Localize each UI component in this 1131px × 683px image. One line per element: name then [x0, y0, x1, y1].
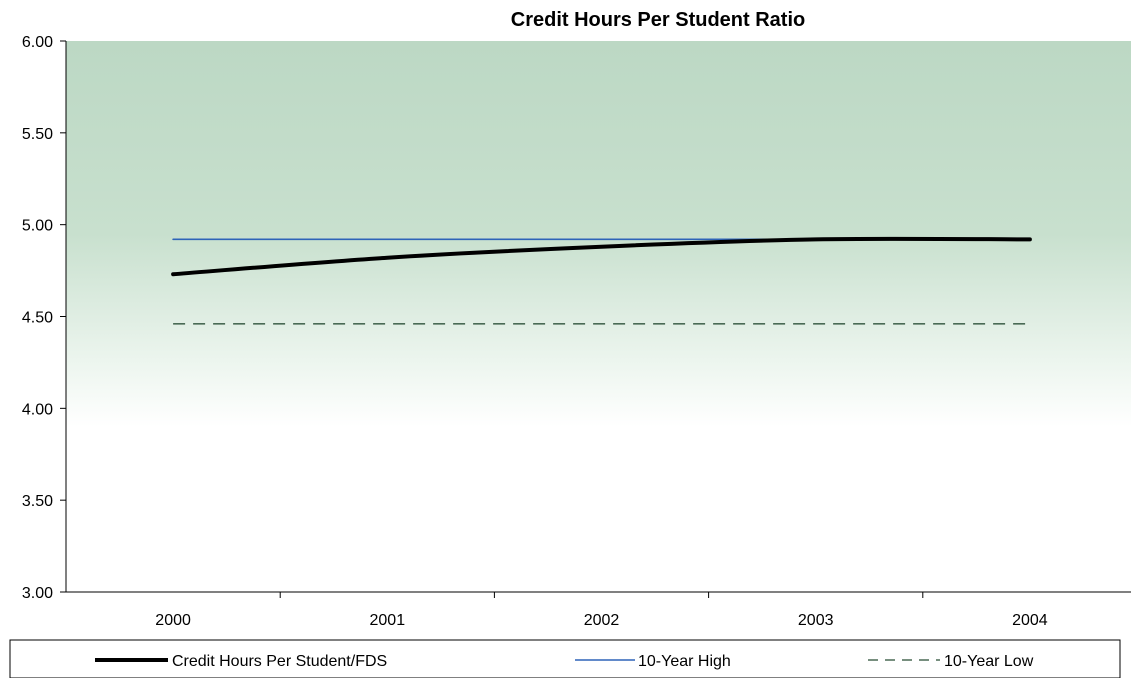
- series-line: [171, 236, 1032, 277]
- legend: Credit Hours Per Student/FDS 10-Year High…: [9, 639, 1121, 679]
- x-axis-ticks: 2000 2001 2002 2003 2004: [155, 592, 1048, 629]
- y-tick-label: 3.50: [22, 493, 53, 510]
- y-tick-label: 4.00: [22, 401, 53, 418]
- x-tick-label: 2003: [798, 612, 834, 629]
- legend-box: [9, 639, 1121, 679]
- x-tick-label: 2001: [370, 612, 406, 629]
- plot-area: [66, 41, 1131, 592]
- series-layer: [171, 236, 1032, 325]
- x-tick-label: 2002: [584, 612, 620, 629]
- y-axis-ticks: 3.00 3.50 4.00 4.50 5.00 5.50 6.00: [22, 34, 66, 602]
- y-tick-label: 6.00: [22, 34, 53, 51]
- y-tick-label: 5.50: [22, 126, 53, 143]
- chart-title: Credit Hours Per Student Ratio: [511, 9, 805, 31]
- legend-label: Credit Hours Per Student/FDS: [172, 653, 387, 670]
- x-tick-label: 2000: [155, 612, 191, 629]
- legend-label: 10-Year Low: [944, 653, 1034, 670]
- x-tick-label: 2004: [1012, 612, 1048, 629]
- y-tick-label: 4.50: [22, 310, 53, 327]
- y-tick-label: 5.00: [22, 218, 53, 235]
- legend-label: 10-Year High: [638, 653, 731, 670]
- y-tick-label: 3.00: [22, 585, 53, 602]
